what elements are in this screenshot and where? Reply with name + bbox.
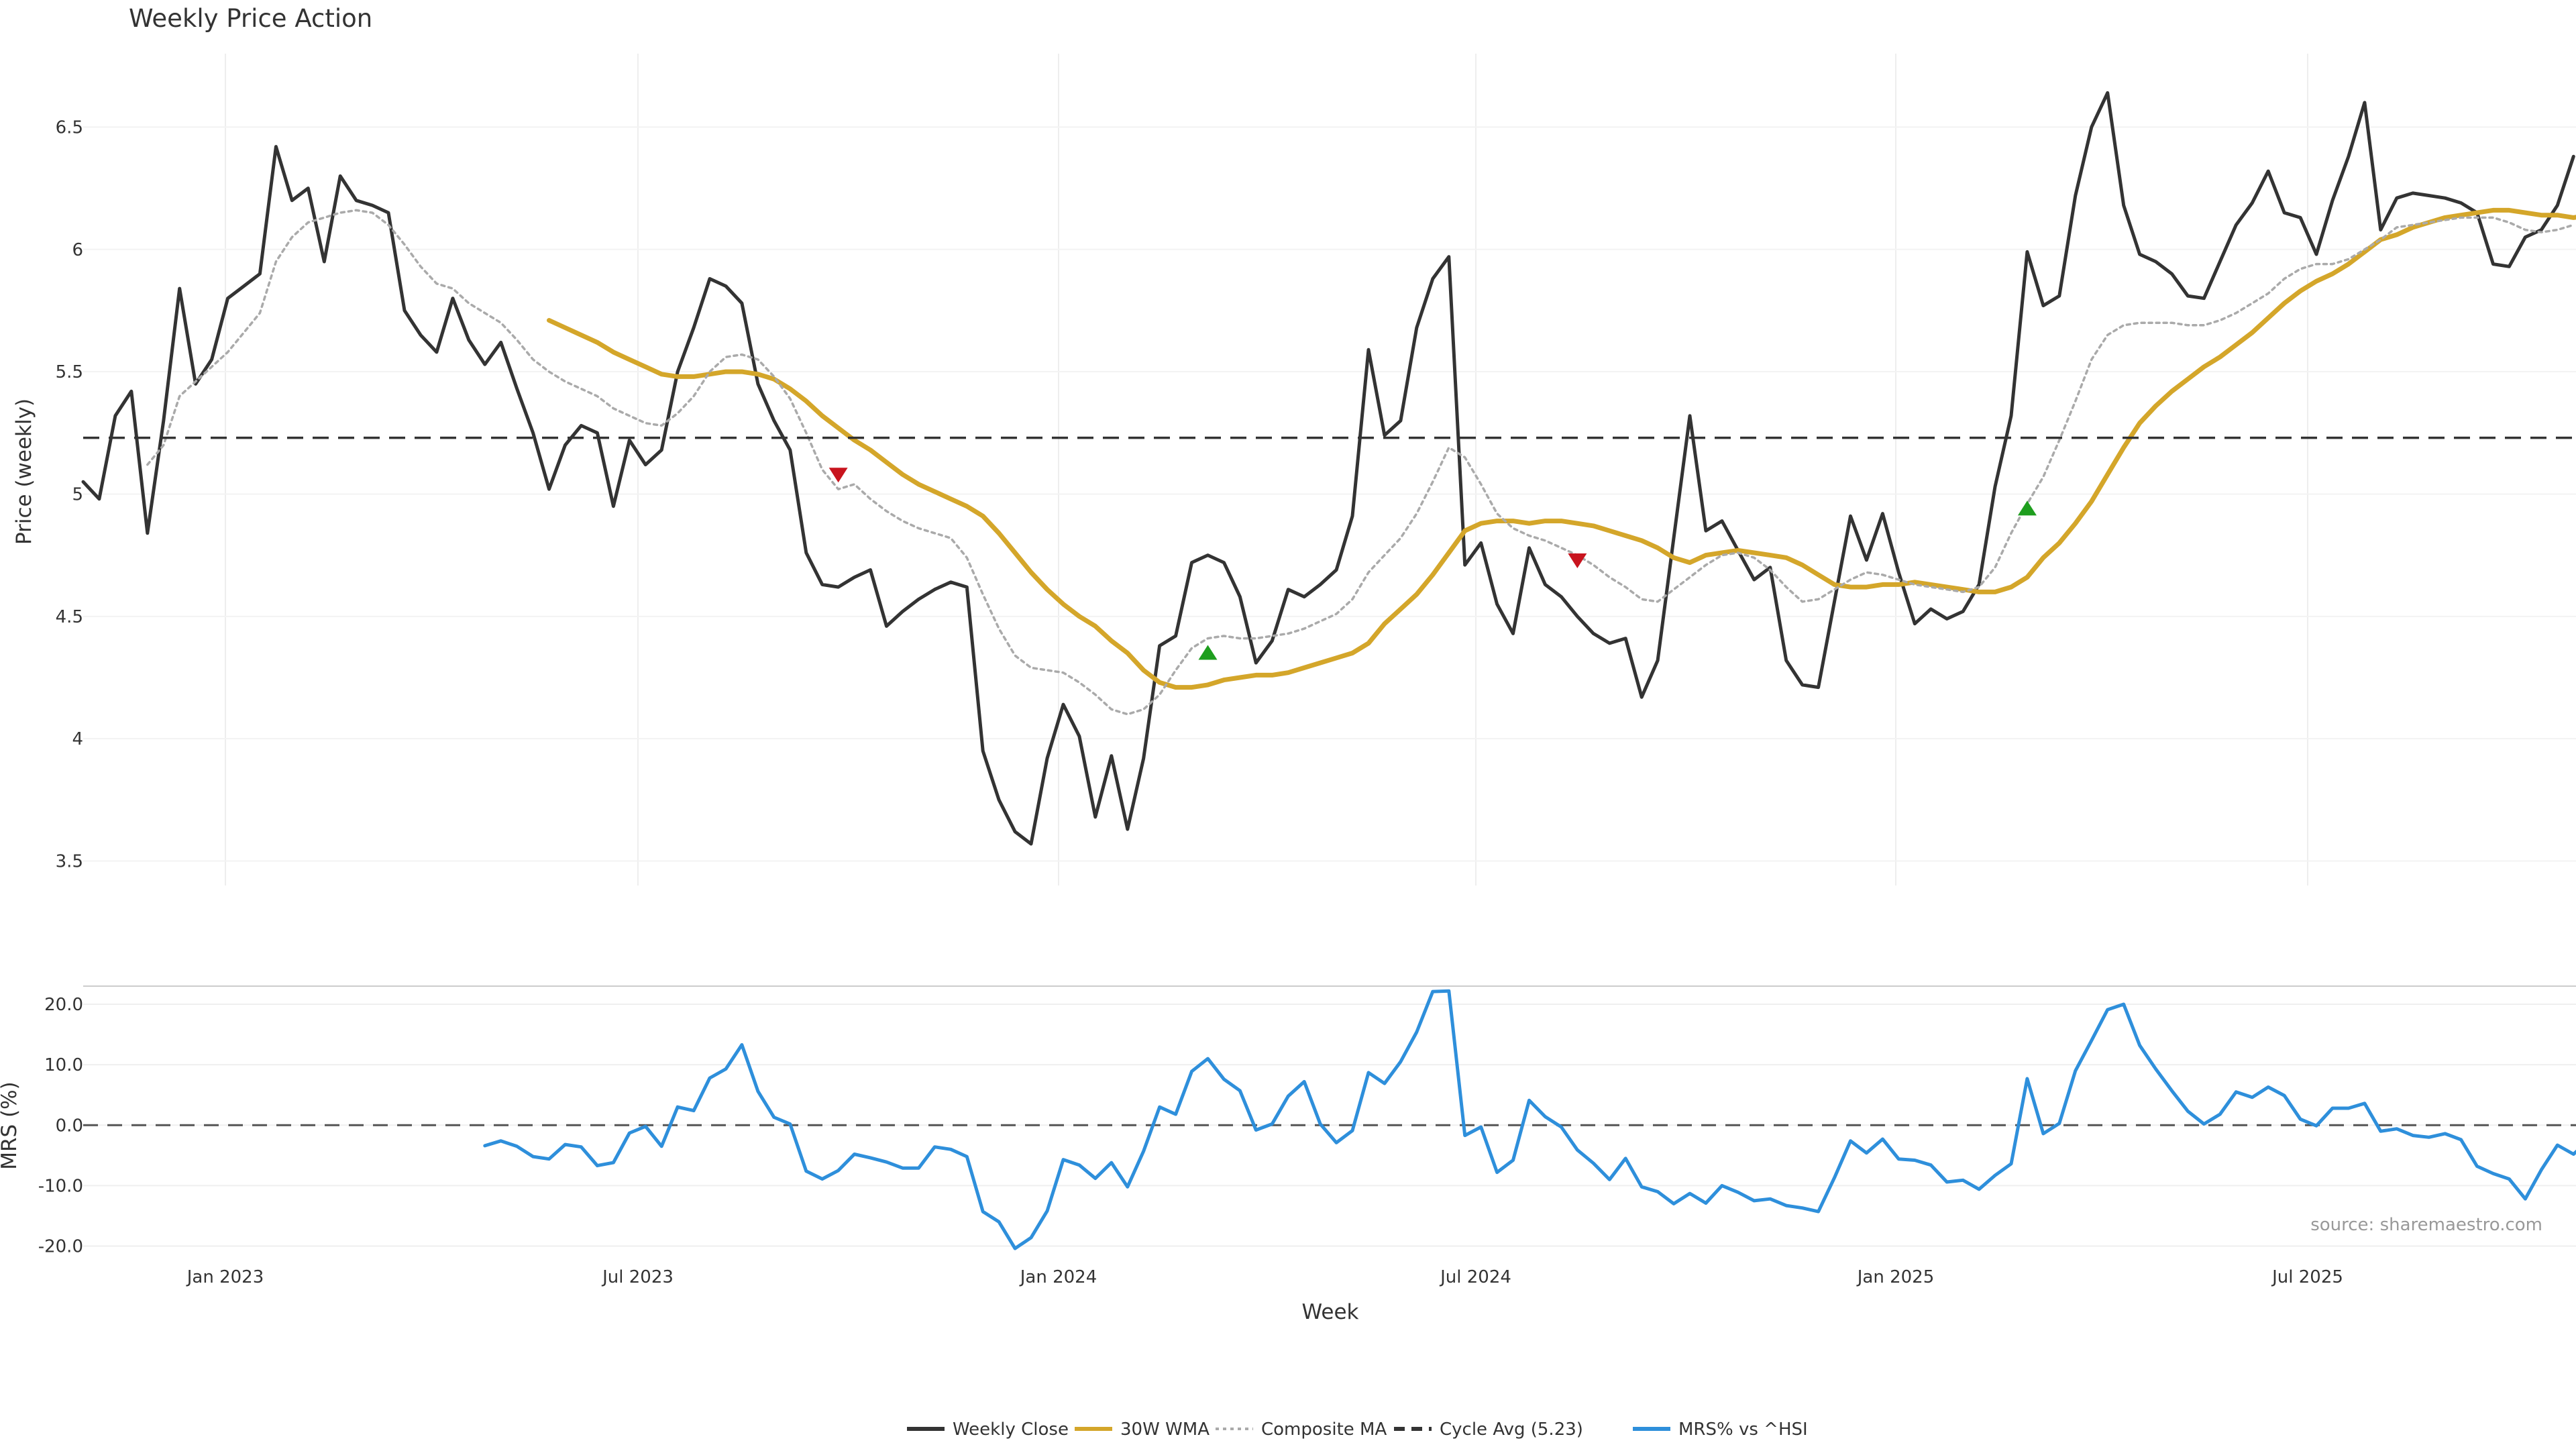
buy-signal-marker	[1198, 645, 1218, 660]
x-tick-label: Jul 2023	[601, 1267, 674, 1287]
legend-label: 30W WMA	[1120, 1419, 1210, 1440]
price-y-tick-label: 3.5	[56, 852, 83, 872]
weekly-close-line	[81, 91, 2575, 846]
sell-signal-marker	[1568, 553, 1587, 568]
x-axis-ticks: Jan 2023 Jul 2023 Jan 2024 Jul 2024 Jan 2025…	[186, 1267, 2343, 1287]
chart-title: Weekly Price Action	[129, 4, 372, 33]
price-y-tick-label: 5	[72, 484, 83, 504]
price-y-tick-label: 6	[72, 240, 83, 260]
price-grid: 3.5 4 4.5 5 5.5 6 6.5	[56, 54, 2576, 885]
mrs-y-tick-label: -20.0	[38, 1236, 83, 1256]
mrs-axis-title: MRS (%)	[0, 1081, 21, 1169]
mrs-grid: 20.0 10.0 0.0 -10.0 -20.0	[38, 985, 2576, 1256]
mrs-y-tick-label: -10.0	[38, 1176, 83, 1196]
buy-signal-marker	[2017, 500, 2037, 516]
price-series-group	[81, 91, 2576, 846]
sell-signal-marker	[828, 468, 848, 483]
mrs-y-tick-label: 10.0	[44, 1055, 83, 1075]
mrs-line	[483, 989, 2576, 1250]
legend-label: MRS% vs ^HSI	[1678, 1419, 1808, 1440]
price-y-tick-label: 4	[72, 729, 83, 749]
price-y-tick-label: 5.5	[56, 362, 83, 382]
mrs-y-tick-label: 20.0	[44, 995, 83, 1015]
legend-label: Weekly Close	[953, 1419, 1069, 1440]
price-y-tick-label: 6.5	[56, 117, 83, 138]
legend-label: Cycle Avg (5.23)	[1440, 1419, 1583, 1440]
legend: Weekly Close 30W WMA Composite MA Cycle Avg…	[907, 1419, 1808, 1440]
x-tick-label: Jan 2024	[1019, 1267, 1097, 1287]
x-tick-label: Jul 2025	[2271, 1267, 2343, 1287]
30w-wma-line	[547, 207, 2576, 690]
price-axis-title: Price (weekly)	[12, 398, 36, 545]
price-y-tick-label: 4.5	[56, 607, 83, 627]
x-axis-title: Week	[1302, 1300, 1359, 1324]
composite-ma-line	[146, 209, 2575, 716]
legend-label: Composite MA	[1261, 1419, 1387, 1440]
x-tick-label: Jul 2024	[1439, 1267, 1511, 1287]
x-tick-label: Jan 2025	[1856, 1267, 1935, 1287]
source-note: source: sharemaestro.com	[2310, 1215, 2542, 1235]
mrs-y-tick-label: 0.0	[56, 1116, 83, 1136]
mrs-series-group	[483, 989, 2576, 1250]
x-tick-label: Jan 2023	[186, 1267, 264, 1287]
